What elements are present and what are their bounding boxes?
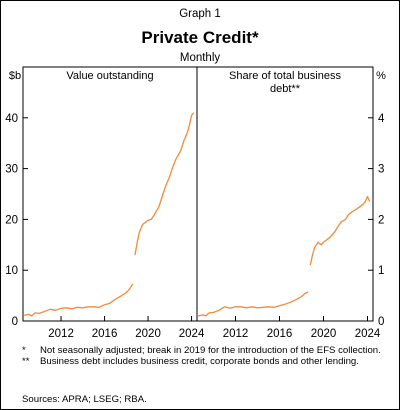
right-y-axis: 0 1 2 3 4 bbox=[368, 113, 385, 328]
left-y-tick-label-2: 20 bbox=[5, 214, 18, 226]
footnote-2-text: Business debt includes business credit, … bbox=[40, 356, 359, 368]
chart-subtitle: Monthly bbox=[180, 52, 221, 64]
right-x-tick-label-1: 2016 bbox=[267, 328, 293, 340]
footnote-1-mark: * bbox=[22, 345, 26, 356]
right-y-tick-label-4: 4 bbox=[378, 113, 385, 125]
graph-label: Graph 1 bbox=[179, 8, 221, 20]
right-series-pre-break bbox=[197, 291, 309, 317]
right-x-tick-label-0: 2012 bbox=[223, 328, 249, 340]
footnote-1: * Not seasonally adjusted; break in 2019… bbox=[22, 345, 382, 356]
left-series-pre-break bbox=[23, 283, 134, 317]
right-series-post-break bbox=[309, 195, 371, 266]
left-unit-label: $b bbox=[9, 70, 21, 82]
left-y-tick-label-1: 10 bbox=[5, 265, 18, 277]
plot-frame bbox=[22, 66, 374, 322]
right-y-tick-label-3: 3 bbox=[378, 164, 384, 176]
left-x-tick-label-2: 2020 bbox=[135, 328, 161, 340]
right-panel-title-line2: debt** bbox=[270, 83, 301, 95]
footnote-1-text: Not seasonally adjusted; break in 2019 f… bbox=[40, 345, 381, 356]
left-x-tick-label-0: 2012 bbox=[48, 328, 74, 340]
right-y-tick-label-1: 1 bbox=[378, 265, 384, 277]
right-x-tick-label-2: 2020 bbox=[311, 328, 337, 340]
series-lines bbox=[23, 112, 371, 317]
footnote-2: ** Business debt includes business credi… bbox=[22, 356, 382, 367]
left-y-tick-label-3: 30 bbox=[5, 164, 18, 176]
left-panel-title: Value outstanding bbox=[66, 70, 153, 82]
left-x-tick-label-1: 2016 bbox=[92, 328, 118, 340]
chart-title: Private Credit* bbox=[141, 28, 259, 47]
right-x-tick-label-3: 2024 bbox=[355, 328, 381, 340]
sources: Sources: APRA; LSEG; RBA. bbox=[22, 394, 147, 405]
left-x-tick-label-3: 2024 bbox=[179, 328, 205, 340]
left-series-post-break bbox=[134, 112, 195, 256]
left-y-tick-label-0: 0 bbox=[12, 316, 18, 328]
right-unit-label: % bbox=[376, 70, 386, 82]
x-axis: 2012 2016 2020 2024 2012 2016 2020 2024 bbox=[48, 316, 381, 340]
chart-svg: Graph 1 Private Credit* Monthly $b % Val… bbox=[5, 8, 386, 340]
right-y-tick-label-2: 2 bbox=[378, 214, 384, 226]
right-y-tick-label-0: 0 bbox=[378, 316, 384, 328]
left-y-tick-label-4: 40 bbox=[5, 113, 18, 125]
right-panel-title-line1: Share of total business bbox=[229, 70, 341, 82]
footnotes: * Not seasonally adjusted; break in 2019… bbox=[22, 345, 382, 368]
left-y-axis: 0 10 20 30 40 bbox=[5, 113, 28, 328]
footnote-2-mark: ** bbox=[22, 356, 30, 368]
